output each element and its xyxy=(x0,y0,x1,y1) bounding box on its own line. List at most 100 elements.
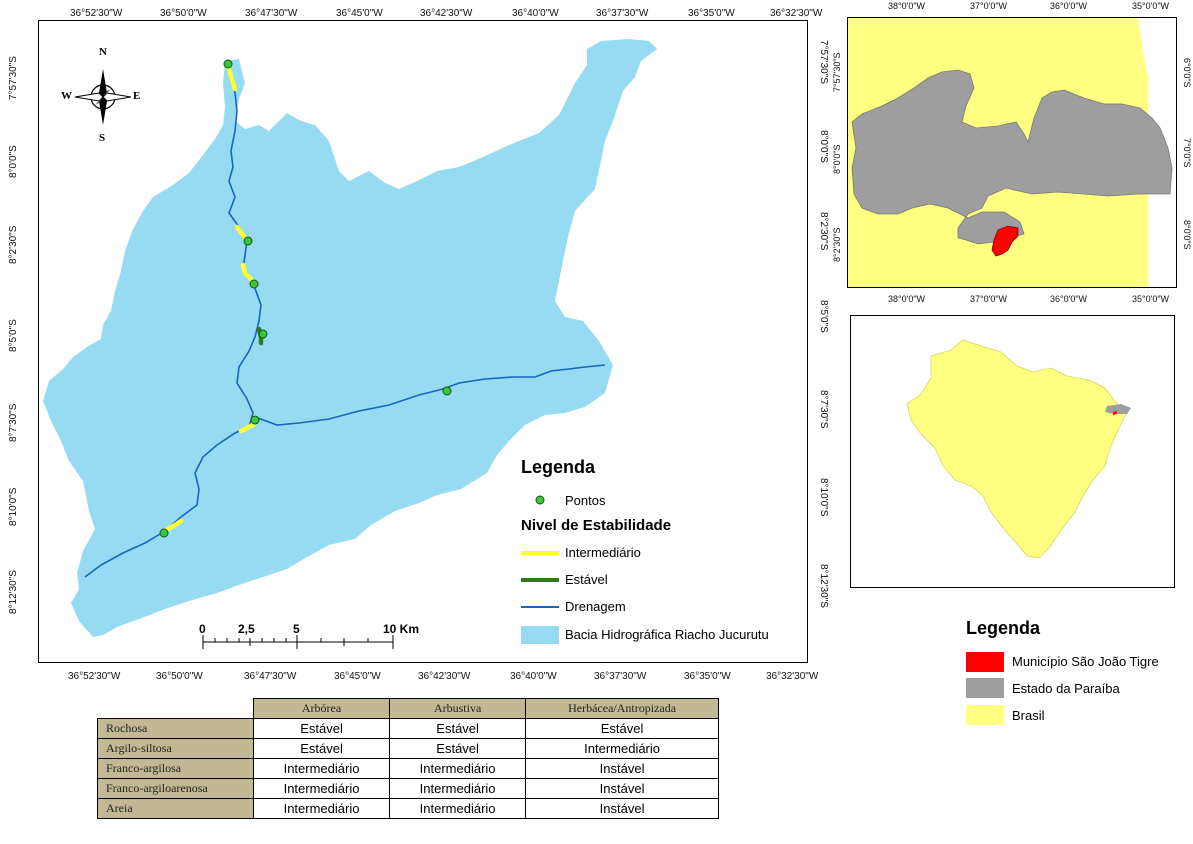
scale-label-0: 0 xyxy=(199,622,206,636)
point-marker[interactable] xyxy=(223,59,233,69)
stability-table-col-header: Herbácea/Antropizada xyxy=(525,698,719,719)
main-top-tick: 36°50'0"W xyxy=(160,8,207,19)
main-top-tick: 36°45'0"W xyxy=(336,8,383,19)
stability-table-row: Franco-argilosa Intermediário Intermediá… xyxy=(97,758,719,779)
main-top-tick: 36°37'30"W xyxy=(596,8,649,19)
main-left-tick: 8°12'30"S xyxy=(8,570,19,614)
stability-table-cell: Instável xyxy=(525,758,719,779)
stability-table-cell: Instável xyxy=(525,798,719,819)
stability-table-cell: Intermediário xyxy=(252,778,391,799)
main-top-tick: 36°35'0"W xyxy=(688,8,735,19)
main-top-tick: 36°47'30"W xyxy=(245,8,298,19)
main-bottom-tick: 36°45'0"W xyxy=(334,671,381,682)
inset-legend-municipio-label: Município São João Tigre xyxy=(1012,654,1159,669)
stability-table: Arbórea Arbustiva Herbácea/Antropizada R… xyxy=(97,698,719,819)
stability-table-row: Franco-argiloarenosa Intermediário Inter… xyxy=(97,778,719,799)
inset-legend-brasil-swatch xyxy=(966,705,1004,725)
compass-south-label: S xyxy=(99,132,106,144)
main-right-tick: 8°12'30"S xyxy=(818,564,829,608)
stability-table-cell: Instável xyxy=(525,778,719,799)
sample-points xyxy=(159,59,452,538)
inset-top-tick: 37°0'0"W xyxy=(970,1,1008,11)
stability-table-col-header: Arbustiva xyxy=(389,698,527,719)
main-bottom-tick: 36°52'30"W xyxy=(68,671,121,682)
inset-state-map-canvas xyxy=(848,18,1176,287)
compass-rose: N S W E xyxy=(61,46,145,149)
point-marker[interactable] xyxy=(243,236,253,246)
paraiba-state xyxy=(851,69,1173,245)
basin-polygon xyxy=(43,39,657,637)
point-marker[interactable] xyxy=(442,386,452,396)
inset-right-tick: 8°0'0"S xyxy=(1182,220,1192,250)
inset-brazil-map-frame xyxy=(850,315,1175,588)
point-marker[interactable] xyxy=(159,528,169,538)
inset-legend-paraiba-label: Estado da Paraíba xyxy=(1012,681,1120,696)
point-marker[interactable] xyxy=(249,279,259,289)
main-map-frame: N S W E 0 2,5 5 10 Km Legenda Pontos Niv… xyxy=(38,20,808,663)
stability-table-row: Areia Intermediário Intermediário Instáv… xyxy=(97,798,719,819)
legend-intermediate-label: Intermediário xyxy=(565,545,641,560)
ocean-coast xyxy=(1138,18,1176,287)
compass-east-label: E xyxy=(133,90,141,102)
stability-table-row-header: Franco-argilosa xyxy=(97,758,254,779)
stability-table-cell: Intermediário xyxy=(389,758,527,779)
inset-left-tick: 7°57'30"S xyxy=(832,52,842,92)
scale-label-5: 5 xyxy=(293,622,300,636)
inset-right-tick: 6°0'0"S xyxy=(1182,58,1192,88)
scale-label-2-5: 2,5 xyxy=(238,622,255,636)
main-top-tick: 36°40'0"W xyxy=(512,8,559,19)
scale-label-10km: 10 Km xyxy=(383,622,420,636)
stability-table-cell: Estável xyxy=(252,718,391,739)
main-bottom-tick: 36°37'30"W xyxy=(594,671,647,682)
main-right-tick: 7°57'30"S xyxy=(818,40,829,84)
municipio-in-brazil xyxy=(1113,411,1117,415)
drainage-network xyxy=(84,64,606,578)
stability-table-corner xyxy=(97,698,254,719)
legend-stable-swatch xyxy=(521,578,559,582)
stability-table-cell: Estável xyxy=(525,718,719,739)
brazil-country xyxy=(906,339,1128,559)
stability-table-cell: Estável xyxy=(389,738,527,759)
legend-stability-title: Nivel de Estabilidade xyxy=(521,517,672,534)
main-right-tick: 8°0'0"S xyxy=(818,130,829,163)
legend-points-label: Pontos xyxy=(565,493,606,508)
inset-bottom-tick: 38°0'0"W xyxy=(888,294,926,304)
main-left-tick: 8°7'30"S xyxy=(8,403,19,442)
main-left-tick: 8°5'0"S xyxy=(8,319,19,352)
legend-basin-swatch xyxy=(521,626,559,644)
inset-right-tick: 7°0'0"S xyxy=(1182,138,1192,168)
stability-table-col-header: Arbórea xyxy=(252,698,391,719)
legend-drainage-swatch xyxy=(521,606,559,608)
main-top-tick: 36°32'30"W xyxy=(770,8,823,19)
stability-table-cell: Intermediário xyxy=(389,798,527,819)
compass-west-label: W xyxy=(61,90,72,102)
stability-table-cell: Intermediário xyxy=(252,758,391,779)
stability-table-cell: Estável xyxy=(389,718,527,739)
paraiba-in-brazil xyxy=(1105,404,1131,414)
stability-table-cell: Intermediário xyxy=(525,738,719,759)
stability-table-row-header: Argilo-siltosa xyxy=(97,738,254,759)
main-right-tick: 8°5'0"S xyxy=(818,300,829,333)
legend-drainage-label: Drenagem xyxy=(565,599,626,614)
inset-left-tick: 8°2'30"S xyxy=(832,227,842,262)
inset-state-map-frame xyxy=(847,17,1177,288)
scale-bar xyxy=(202,635,394,649)
stability-table-cell: Estável xyxy=(252,738,391,759)
main-bottom-tick: 36°40'0"W xyxy=(510,671,557,682)
main-bottom-tick: 36°35'0"W xyxy=(684,671,731,682)
point-marker[interactable] xyxy=(250,415,260,425)
main-legend: Legenda Pontos Nivel de Estabilidade Int… xyxy=(517,453,805,648)
main-left-tick: 8°0'0"S xyxy=(8,145,19,178)
inset-bottom-tick: 37°0'0"W xyxy=(970,294,1008,304)
municipio-sao-joao-tigre xyxy=(991,225,1019,257)
main-bottom-tick: 36°47'30"W xyxy=(244,671,297,682)
main-map-canvas xyxy=(43,39,657,649)
main-left-tick: 8°2'30"S xyxy=(8,225,19,264)
main-top-tick: 36°42'30"W xyxy=(420,8,473,19)
main-bottom-tick: 36°50'0"W xyxy=(156,671,203,682)
stability-table-row-header: Rochosa xyxy=(97,718,254,739)
inset-legend-municipio-swatch xyxy=(966,652,1004,672)
main-left-tick: 8°10'0"S xyxy=(8,487,19,526)
inset-legend: Legenda Município São João Tigre Estado … xyxy=(964,618,1184,728)
point-marker[interactable] xyxy=(258,329,268,339)
